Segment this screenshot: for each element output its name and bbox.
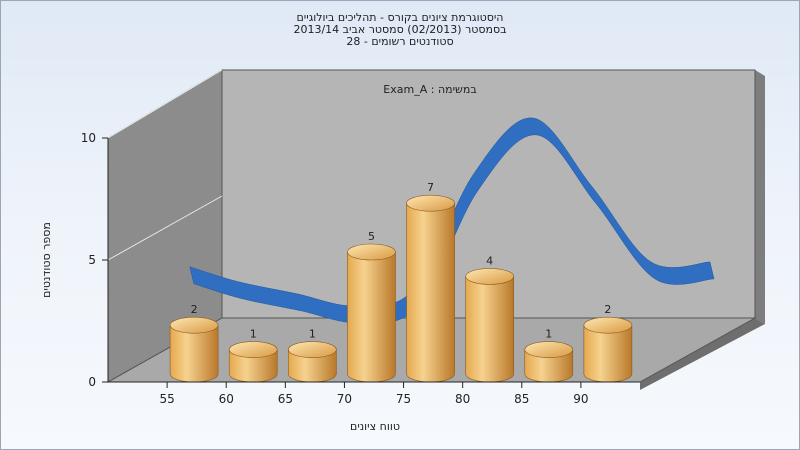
histogram-bar-top: [228, 341, 278, 358]
y-axis-label: מספר סטודנטים: [40, 222, 53, 298]
bar-data-label: 1: [545, 328, 552, 341]
x-tick-label: 70: [337, 392, 352, 406]
x-tick-label: 85: [514, 392, 529, 406]
x-tick-label: 80: [455, 392, 470, 406]
chart-title-line-2: בסמסטר (02/2013) סמסטר אביב 2013/14: [293, 23, 507, 36]
histogram-bar: [406, 202, 455, 383]
y-tick-label: 0: [88, 375, 96, 389]
histogram-bar: [465, 276, 514, 383]
x-tick-label: 55: [159, 392, 174, 406]
frame-edge-bottom: [640, 318, 765, 390]
x-tick-label: 90: [573, 392, 588, 406]
histogram-bar-top: [347, 243, 396, 261]
bar-data-label: 2: [604, 303, 611, 316]
histogram-bar: [347, 251, 396, 383]
bar-data-label: 7: [427, 181, 434, 194]
bar-data-label: 1: [309, 328, 316, 341]
chart-title-line-3: סטודנטים רשומים - 28: [346, 35, 454, 48]
histogram-bar-top: [169, 316, 219, 334]
bar-data-label: 5: [368, 230, 375, 243]
side-wall-top-line: [107, 69, 223, 139]
histogram-bar-top: [583, 316, 633, 334]
x-axis-label: טווח ציונים: [350, 420, 400, 433]
histogram-bar-top: [406, 194, 455, 212]
bar-data-label: 2: [191, 303, 198, 316]
histogram-bar: [583, 324, 633, 383]
x-tick-label: 65: [278, 392, 293, 406]
histogram-bar-top: [465, 268, 514, 285]
bar-data-label: 1: [250, 328, 257, 341]
bar-data-label: 4: [486, 254, 493, 267]
side-wall-gridline: [107, 195, 223, 261]
chart-title-line-1: היסטוגרמת ציונים בקורס - תהליכים ביולוגי…: [296, 11, 504, 24]
x-tick-label: 75: [396, 392, 411, 406]
series-annotation: Exam_A : במשימה: [383, 83, 476, 96]
histogram-bar-top: [288, 341, 337, 358]
frame-edge-right: [755, 70, 765, 324]
histogram-bar: [169, 324, 219, 383]
x-tick-label: 60: [219, 392, 234, 406]
histogram-bar-top: [524, 341, 574, 358]
y-tick-label: 5: [88, 253, 96, 267]
y-tick-label: 10: [81, 131, 96, 145]
